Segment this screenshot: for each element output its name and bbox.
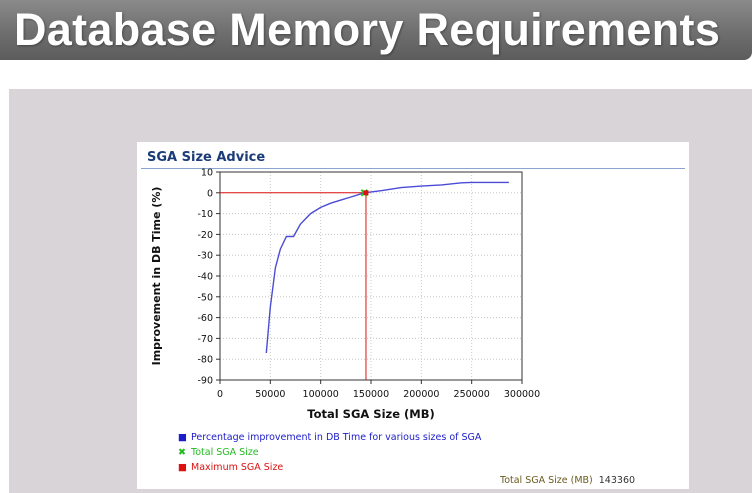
title-bar: Database Memory Requirements xyxy=(0,0,752,60)
y-tick-label: -90 xyxy=(197,376,213,387)
legend-marker-icon: ■ xyxy=(178,432,187,443)
y-tick-label: 0 xyxy=(207,188,213,199)
panel-title: SGA Size Advice xyxy=(147,150,266,165)
legend-item-improvement: ■ Percentage improvement in DB Time for … xyxy=(178,430,481,445)
legend-label: Total SGA Size xyxy=(191,447,259,458)
total-sga-size-label: Total SGA Size (MB) xyxy=(500,475,593,486)
x-tick-label: 300000 xyxy=(504,389,540,400)
x-tick-label: 150000 xyxy=(353,389,389,400)
legend-label: Maximum SGA Size xyxy=(191,462,284,473)
x-tick-label: 0 xyxy=(217,389,223,400)
y-tick-label: -30 xyxy=(197,251,213,262)
x-tick-label: 100000 xyxy=(303,389,339,400)
y-tick-label: -40 xyxy=(197,272,213,283)
y-axis-title: Improvement in DB Time (%) xyxy=(150,187,163,366)
x-tick-label: 250000 xyxy=(454,389,490,400)
max-sga-size-marker xyxy=(363,190,369,196)
legend-item-total-sga: ✖ Total SGA Size xyxy=(178,445,481,460)
chart-legend: ■ Percentage improvement in DB Time for … xyxy=(178,430,481,475)
y-tick-label: -10 xyxy=(197,209,213,220)
panel-divider xyxy=(141,168,685,169)
legend-marker-icon: ✖ xyxy=(178,447,186,458)
x-axis-title: Total SGA Size (MB) xyxy=(307,407,435,421)
x-tick-label: 50000 xyxy=(255,389,285,400)
improvement-series-line xyxy=(265,181,509,354)
y-tick-label: 10 xyxy=(201,168,213,179)
y-tick-label: -50 xyxy=(197,292,213,303)
y-tick-label: -60 xyxy=(197,313,213,324)
legend-item-max-sga: ■ Maximum SGA Size xyxy=(178,460,481,475)
legend-marker-icon: ■ xyxy=(178,462,187,473)
y-tick-label: -20 xyxy=(197,230,213,241)
y-tick-label: -70 xyxy=(197,334,213,345)
total-sga-size-readout: Total SGA Size (MB) 143360 xyxy=(500,475,635,486)
sga-advice-panel xyxy=(137,142,689,489)
x-tick-label: 200000 xyxy=(403,389,439,400)
legend-label: Percentage improvement in DB Time for va… xyxy=(191,432,482,443)
total-sga-size-value: 143360 xyxy=(598,475,636,486)
slide-title: Database Memory Requirements xyxy=(14,4,721,55)
y-tick-label: -80 xyxy=(197,355,213,366)
